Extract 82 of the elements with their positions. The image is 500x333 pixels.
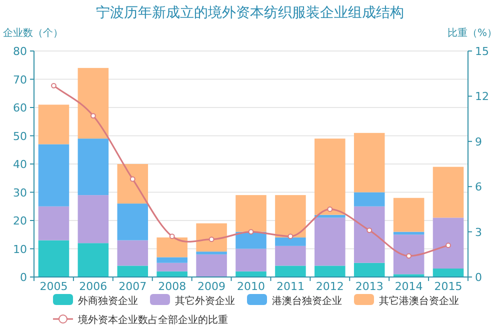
legend-label: 外商独资企业 — [78, 295, 138, 307]
y2-tick-label: 6 — [475, 180, 482, 194]
y2-tick-label: 15 — [475, 45, 489, 58]
y2-tick-label: 12 — [475, 90, 489, 104]
x-tick-label: 2008 — [158, 280, 186, 293]
y-tick-label: 30 — [13, 186, 27, 200]
point — [366, 228, 372, 233]
bar — [275, 237, 306, 246]
bar — [78, 195, 109, 244]
legend-label: 其它外资企业 — [175, 295, 235, 307]
bar — [156, 262, 188, 272]
y-tick-label: 70 — [13, 73, 27, 86]
bar — [117, 204, 148, 240]
bar — [432, 268, 464, 277]
bar — [354, 192, 385, 206]
bar — [117, 164, 148, 204]
point — [130, 176, 136, 182]
y2-tick-label: 0 — [475, 271, 482, 284]
bar — [78, 68, 109, 139]
bar — [196, 254, 227, 277]
y-tick-label: 20 — [13, 214, 27, 228]
bar — [354, 132, 385, 192]
point — [327, 206, 333, 212]
legend-label: 港澳台独资企业 — [272, 295, 342, 307]
bar — [314, 138, 346, 215]
bar — [314, 218, 346, 266]
point — [208, 236, 214, 242]
y-tick-label: 10 — [13, 242, 27, 256]
x-tick-label: 2009 — [198, 280, 226, 293]
x-tick-label: 2007 — [118, 280, 147, 293]
x-tick-label: 2005 — [40, 280, 68, 293]
point — [169, 234, 175, 240]
x-tick-label: 2014 — [394, 280, 423, 293]
x-tick-label: 2013 — [355, 280, 384, 293]
y2-tick-label: 3 — [475, 226, 482, 239]
x-tick-label: 2011 — [276, 280, 304, 293]
bar — [275, 266, 306, 277]
bar — [236, 195, 266, 232]
x-tick-label: 2010 — [237, 280, 265, 293]
bar — [38, 240, 70, 277]
x-tick-label: 2015 — [434, 280, 462, 293]
bar — [393, 198, 424, 232]
bar — [156, 257, 188, 263]
chart-title: 宁波历年新成立的境外资本纺织服装企业组成结构 — [96, 5, 404, 21]
bar — [196, 252, 227, 254]
y-tick-label: 80 — [13, 45, 27, 58]
bar — [117, 240, 148, 266]
point — [51, 82, 56, 88]
point — [446, 242, 451, 248]
point — [288, 234, 294, 240]
point — [406, 253, 412, 259]
bar — [236, 248, 266, 272]
x-tick-label: 2006 — [79, 280, 108, 293]
x-tick-label: 2012 — [316, 280, 344, 293]
bar — [432, 166, 464, 218]
y2-axis-title: 比重（%） — [447, 27, 497, 39]
legend-label: 其它港澳台资企业 — [379, 295, 459, 307]
bar — [78, 138, 109, 196]
y-tick-label: 50 — [13, 130, 27, 143]
y-tick-label: 0 — [20, 271, 27, 284]
bar — [38, 104, 70, 144]
bar — [314, 266, 346, 277]
point — [90, 113, 96, 118]
bar — [196, 223, 227, 252]
bar — [354, 206, 385, 263]
y-axis-title: 企业数（个） — [3, 27, 63, 39]
bar — [38, 144, 70, 206]
y-tick-label: 40 — [13, 158, 27, 171]
y-tick-label: 60 — [13, 102, 27, 114]
bar — [275, 195, 306, 238]
point — [248, 229, 254, 234]
bar — [156, 237, 188, 258]
bar — [78, 243, 109, 277]
bar — [236, 232, 266, 249]
bar — [393, 234, 424, 274]
y2-tick-label: 9 — [475, 135, 482, 148]
bar — [117, 266, 148, 277]
legend-label: 境外资本企业数占全部企业的比重 — [77, 314, 228, 326]
bar — [432, 218, 464, 269]
bar — [275, 246, 306, 266]
bar — [354, 262, 385, 277]
bar — [38, 206, 70, 240]
